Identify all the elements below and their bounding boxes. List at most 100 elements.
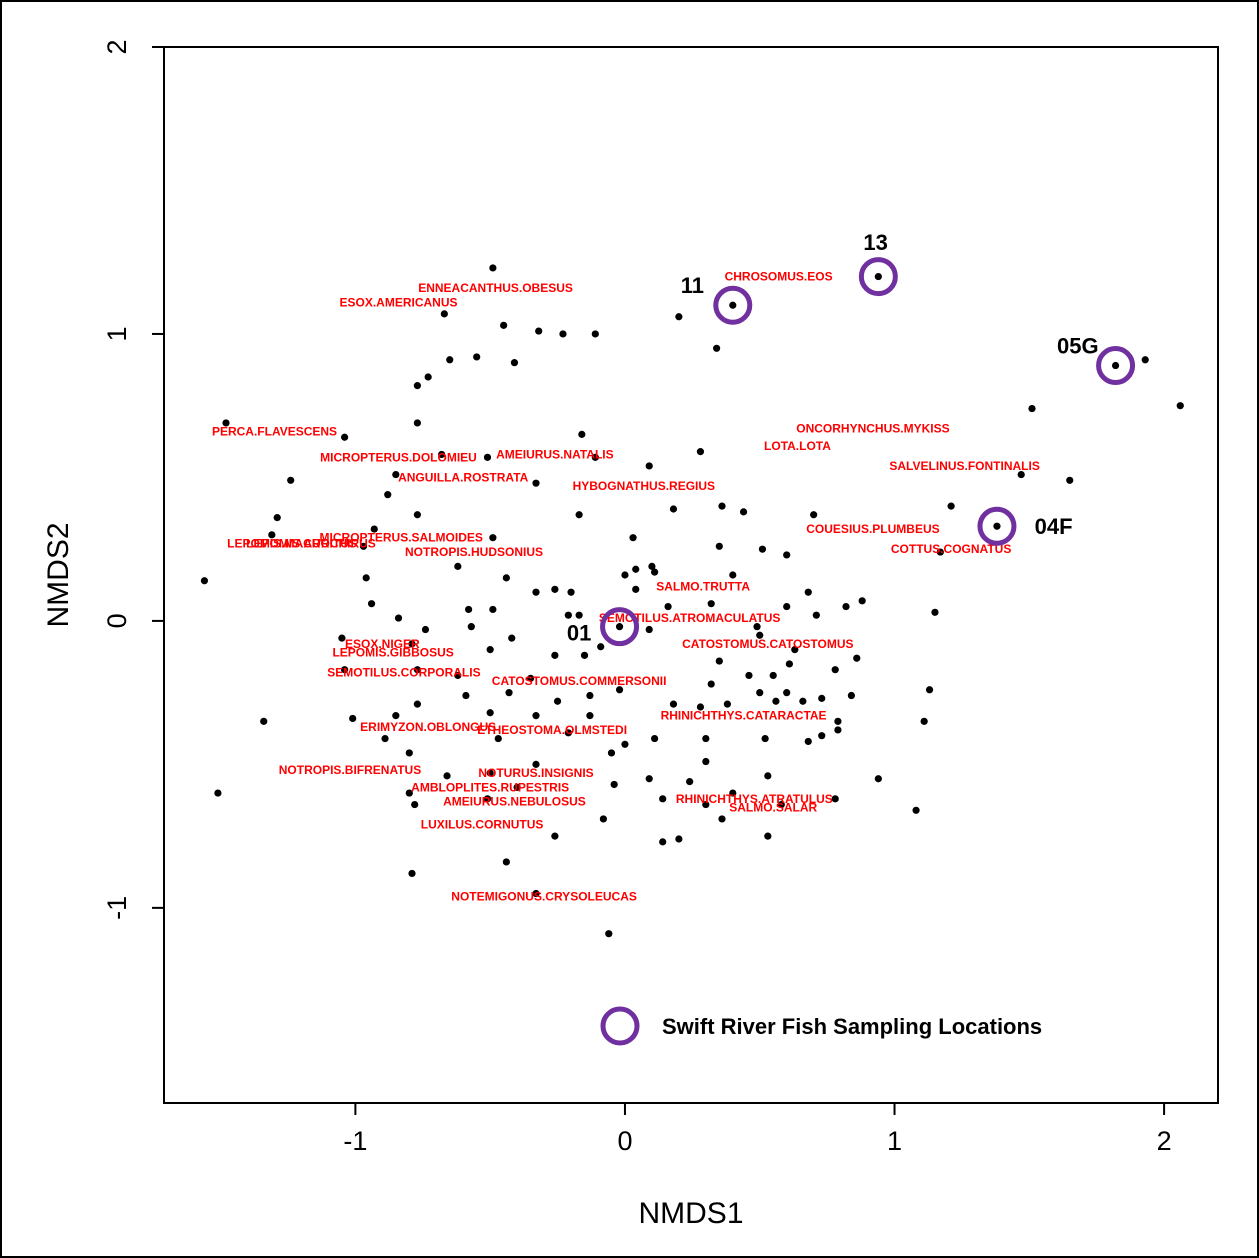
data-point	[729, 301, 737, 309]
data-point	[696, 448, 705, 456]
data-point	[597, 643, 605, 651]
points-layer	[200, 264, 1184, 938]
data-point	[1066, 476, 1074, 484]
data-point	[551, 832, 559, 840]
data-point	[462, 691, 470, 700]
data-point	[591, 453, 599, 461]
data-point	[818, 732, 826, 740]
species-label: ESOX.NIGER	[345, 637, 420, 651]
data-point	[669, 700, 678, 708]
data-point	[947, 502, 955, 510]
sampling-site-circle	[600, 607, 640, 647]
data-point	[467, 623, 475, 631]
data-point	[486, 709, 494, 717]
species-label: ERIMYZON.OBLONGUS	[360, 720, 496, 734]
data-point	[659, 795, 667, 803]
y-axis: -1 0 1 2	[102, 39, 164, 920]
data-point	[1111, 361, 1120, 370]
data-point	[489, 534, 497, 542]
data-point	[632, 565, 640, 573]
data-point	[931, 608, 939, 616]
data-point	[578, 430, 586, 438]
data-point	[349, 714, 357, 723]
sampling-site-label: 01	[567, 620, 591, 645]
sampling-site-circle	[858, 257, 898, 297]
data-point	[718, 502, 726, 510]
species-label: RHINICHTHYS.ATRATULUS	[676, 792, 833, 806]
y-axis-title: NMDS2	[42, 522, 75, 627]
species-label: SEMOTILUS.ATROMACULATUS	[599, 611, 781, 625]
species-label: NOTURUS.INSIGNIS	[478, 766, 593, 780]
data-point	[413, 511, 421, 519]
data-point	[791, 646, 799, 654]
data-point	[362, 574, 370, 582]
data-point	[1141, 356, 1149, 364]
data-point	[370, 525, 378, 533]
data-point	[381, 734, 389, 743]
sampling-site-label: 13	[863, 230, 887, 255]
data-point	[384, 491, 392, 499]
data-point	[874, 775, 882, 783]
data-point	[632, 585, 640, 593]
data-point	[686, 778, 694, 786]
data-point	[260, 717, 268, 725]
species-label: PERCA.FLAVESCENS	[212, 425, 337, 439]
data-point	[465, 605, 473, 614]
data-point	[502, 858, 510, 866]
species-label: SALMO.TRUTTA	[656, 579, 750, 593]
data-point	[508, 634, 516, 642]
species-label: SALMO.SALAR	[729, 800, 817, 814]
y-tick-label: 1	[102, 326, 132, 341]
data-point	[664, 602, 672, 611]
data-point	[599, 815, 607, 823]
species-label: ETHEOSTOMA.OLMSTEDI	[477, 723, 627, 737]
data-point	[729, 789, 737, 797]
species-label: MICROPTERUS.DOLOMIEU	[320, 450, 477, 464]
species-label: ENNEACANTHUS.OBESUS	[418, 281, 573, 295]
data-point	[783, 602, 791, 611]
data-point	[553, 697, 562, 705]
species-label: HYBOGNATHUS.REGIUS	[573, 479, 715, 493]
species-label: COTTUS.COGNATUS	[891, 542, 1011, 556]
data-point	[413, 419, 421, 427]
data-point	[408, 640, 416, 648]
data-point	[713, 344, 721, 352]
data-point	[723, 700, 731, 708]
data-point	[799, 697, 807, 705]
data-point	[621, 571, 629, 579]
sampling-sites-layer: 11 13 05G 04F 01	[567, 230, 1136, 647]
data-point	[756, 689, 764, 697]
sampling-site-circle	[713, 285, 753, 325]
data-point	[702, 800, 710, 809]
species-label: AMEIURUS.NEBULOSUS	[443, 795, 586, 809]
data-point	[783, 551, 791, 559]
sampling-site-label: 11	[681, 273, 704, 298]
data-point	[912, 806, 920, 814]
data-point	[513, 783, 521, 791]
data-point	[675, 835, 683, 843]
data-point	[696, 703, 705, 711]
legend-circle-icon	[600, 1006, 640, 1046]
data-point	[413, 700, 421, 708]
data-point	[629, 534, 637, 542]
data-point	[1176, 402, 1184, 410]
data-point	[925, 686, 934, 694]
data-point	[812, 611, 820, 619]
data-point	[777, 800, 785, 809]
data-point	[551, 651, 559, 659]
data-point	[764, 832, 772, 840]
species-label: MICROPTERUS.SALMOIDES	[320, 531, 483, 545]
data-point	[715, 657, 723, 665]
data-point	[486, 769, 494, 777]
species-label: LEPOMIS.AURITUS	[246, 536, 357, 550]
data-point	[564, 611, 572, 619]
plot-area-border	[163, 46, 1219, 1104]
data-point	[718, 815, 726, 823]
data-point	[745, 671, 753, 680]
data-point	[268, 531, 276, 539]
data-point	[413, 666, 421, 674]
data-point	[532, 760, 540, 768]
data-point	[535, 327, 543, 335]
data-point	[1017, 470, 1025, 479]
species-label: NOTROPIS.HUDSONIUS	[405, 545, 543, 559]
